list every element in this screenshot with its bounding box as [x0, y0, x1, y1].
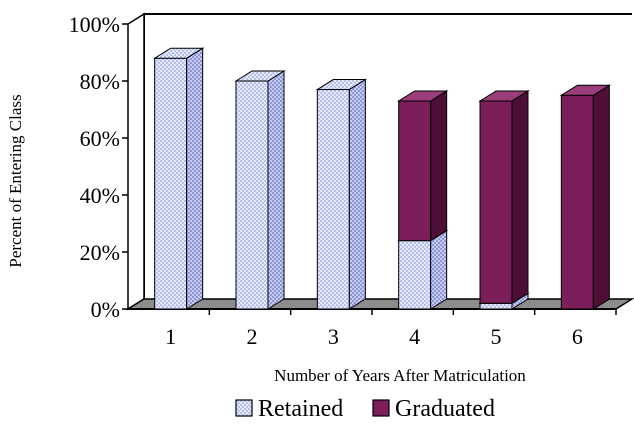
x-tick-label: 6 — [572, 324, 583, 349]
legend: Retained Graduated — [235, 396, 495, 422]
x-tick-label: 4 — [409, 324, 420, 349]
back-wall-edge — [143, 13, 632, 299]
bar-graduated-top — [396, 90, 449, 102]
bar-retained-top — [315, 79, 368, 91]
legend-swatch-graduated — [372, 399, 390, 417]
y-tick-label: 40% — [80, 183, 120, 208]
y-tick-label: 20% — [80, 240, 120, 265]
bar-graduated-front — [398, 100, 432, 242]
side-wall — [127, 12, 145, 311]
y-tick-label: 100% — [69, 12, 120, 37]
bar-graduated-side — [592, 84, 610, 310]
x-tick-label: 1 — [165, 324, 176, 349]
bar-retained-side — [348, 78, 366, 310]
bar-graduated-side — [511, 90, 529, 305]
bar-retained-front — [154, 57, 188, 310]
bar-retained-side — [267, 70, 285, 310]
bar-graduated-top — [559, 84, 612, 96]
bar-retained-front — [398, 240, 432, 310]
bar-retained-side — [186, 47, 204, 310]
plot-walls — [125, 12, 634, 311]
bar-graduated-front — [560, 94, 594, 310]
bar-graduated-top — [478, 90, 530, 102]
y-axis-label: Percent of Entering Class — [6, 94, 25, 267]
bars-group — [152, 47, 612, 310]
floor — [125, 298, 634, 310]
bar-graduated-front — [479, 100, 513, 304]
bar-graduated-side — [430, 90, 448, 242]
legend-label-retained: Retained — [258, 396, 343, 422]
y-tick-label: 60% — [80, 126, 120, 151]
bar-retained-top — [234, 70, 286, 82]
y-axis-ticks: 0% 20% 40% 60% 80% 100% — [69, 12, 128, 322]
x-tick-label: 2 — [247, 324, 258, 349]
bar-retained-front — [316, 89, 350, 310]
x-axis-ticks: 1 2 3 4 5 6 — [165, 309, 617, 349]
y-tick-label: 80% — [80, 69, 120, 94]
legend-swatch-retained — [235, 399, 253, 417]
x-tick-label: 5 — [491, 324, 502, 349]
x-tick-label: 3 — [328, 324, 339, 349]
legend-label-graduated: Graduated — [395, 396, 495, 422]
bar-retained-front — [235, 80, 269, 310]
bar-retained-front — [479, 302, 513, 310]
bar-retained-side — [430, 229, 448, 310]
x-axis-label: Number of Years After Matriculation — [274, 366, 526, 385]
y-tick-label: 0% — [91, 297, 120, 322]
bar-retained-top — [152, 47, 205, 59]
